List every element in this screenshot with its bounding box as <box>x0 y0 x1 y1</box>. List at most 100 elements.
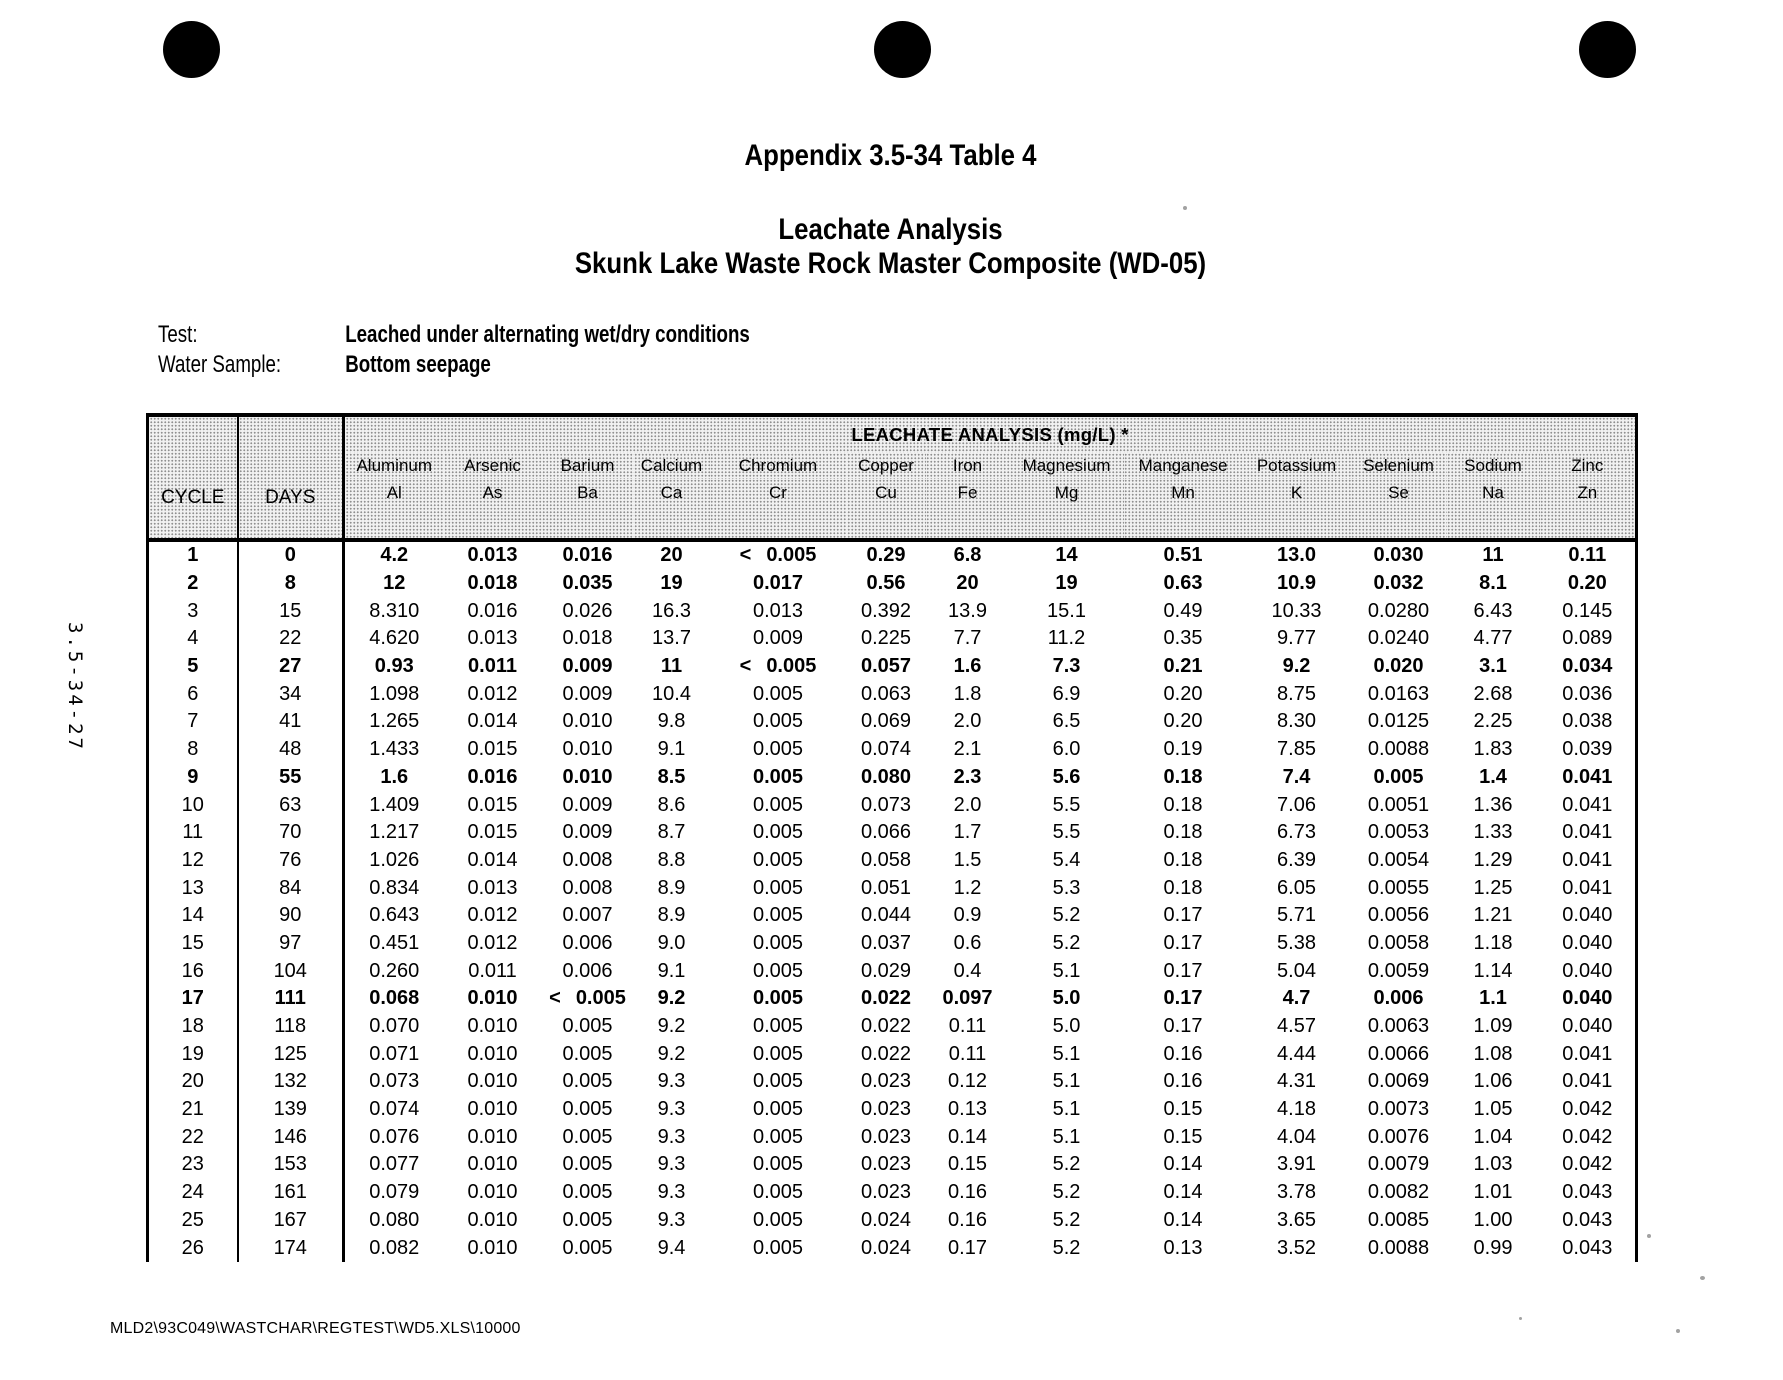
cell-mn: 0.17 <box>1163 1015 1203 1038</box>
cell-zn: 0.034 <box>1562 655 1613 678</box>
cell-zn: 0.043 <box>1562 1208 1613 1231</box>
cell-se: 0.0163 <box>1367 682 1430 705</box>
cell-zn: 0.145 <box>1562 599 1613 622</box>
cell-na: 1.33 <box>1473 821 1513 844</box>
cell-cr: 0.005 <box>752 1125 804 1148</box>
column-header-mg: Magnesium <box>1009 453 1124 479</box>
cell-cr: 0.005 <box>752 959 804 982</box>
cell-cu: 0.080 <box>860 765 912 788</box>
column-header-days: DAYS <box>237 415 345 540</box>
cell-k: 4.7 <box>1282 987 1311 1010</box>
cell-se: 0.005 <box>1373 765 1424 788</box>
table-row: 4 22 4.620 0.013 0.018 13.7 0.009 0.225 7.7 11.2 0… <box>147 625 1637 653</box>
cell-na: 11 <box>1482 544 1504 567</box>
cell-mn: 0.49 <box>1163 599 1203 622</box>
cell-cr: 0.005 <box>752 904 804 927</box>
table-header: CYCLE DAYS LEACHATE ANALYSIS (mg/L) * Al… <box>147 415 1637 540</box>
cell-cu: 0.058 <box>860 848 912 871</box>
cell-fe: 2.0 <box>953 710 982 733</box>
cell-fe: 7.7 <box>953 627 982 650</box>
cell-cr: 0.005 <box>752 1042 804 1065</box>
cell-k: 4.57 <box>1277 1015 1316 1038</box>
cell-cu: 0.029 <box>860 959 912 982</box>
test-label: Test: <box>158 321 198 348</box>
table-row: 2 8 12 0.018 0.035 19 0.017 0.56 20 19 0.63 10.9 0.0… <box>147 569 1637 598</box>
cell-mn: 0.19 <box>1163 738 1203 761</box>
cell-mn: 0.14 <box>1163 1208 1203 1231</box>
cell-k: 5.04 <box>1277 959 1316 982</box>
cell-na: 4.77 <box>1473 627 1513 650</box>
table-row: 15 97 0.451 0.012 0.006 9.0 0.005 0.037 0.6 5.2 0.… <box>147 929 1637 958</box>
cell-mg: 11.2 <box>1047 627 1086 650</box>
table-row: 13 84 0.834 0.013 0.008 8.9 0.005 0.051 1.2 5.3 0.… <box>147 874 1637 902</box>
cell-na: 2.25 <box>1473 710 1513 733</box>
cell-fe: 0.6 <box>953 931 982 954</box>
cell-mg: 5.1 <box>1052 1098 1081 1121</box>
column-header-k: Potassium <box>1242 453 1351 479</box>
cell-mg: 5.0 <box>1052 1015 1081 1038</box>
table-row: 18 118 0.070 0.010 0.005 9.2 0.005 0.022 0.11 5.0… <box>147 1012 1637 1041</box>
cell-ba: 0.009 <box>562 655 613 678</box>
cell-k: 13.0 <box>1277 544 1316 567</box>
cell-k: 3.91 <box>1277 1153 1316 1176</box>
column-symbol-mg: Mg <box>1009 479 1124 540</box>
cell-k: 6.39 <box>1277 848 1316 871</box>
cell-cu: 0.066 <box>860 821 912 844</box>
cell-ca: 8.8 <box>657 848 686 871</box>
cell-mn: 0.20 <box>1163 710 1203 733</box>
cell-mn: 0.13 <box>1163 1236 1203 1259</box>
cell-ca: 9.2 <box>657 1015 686 1038</box>
cell-al: 12 <box>383 572 406 595</box>
cell-cu: 0.024 <box>860 1208 912 1231</box>
cell-se: 0.0063 <box>1367 1015 1430 1038</box>
less-than-sign: < <box>549 987 561 1010</box>
cell-cr: 0.009 <box>752 627 804 650</box>
table-row: 9 55 1.6 0.016 0.010 8.5 0.005 0.080 2.3 5.6 0.18 7… <box>147 763 1637 792</box>
cell-zn: 0.042 <box>1562 1125 1613 1148</box>
cell-cycle: 26 <box>147 1234 239 1262</box>
cell-zn: 0.041 <box>1562 876 1613 899</box>
cell-ca: 9.3 <box>657 1098 686 1121</box>
cell-fe: 1.7 <box>953 821 982 844</box>
column-header-cu: Copper <box>846 453 926 479</box>
cell-al: 0.93 <box>374 655 414 678</box>
cell-cu: 0.074 <box>860 738 912 761</box>
table-row: 24 161 0.079 0.010 0.005 9.3 0.005 0.023 0.16 5.2… <box>147 1178 1637 1207</box>
cell-al: 1.265 <box>369 710 420 733</box>
cell-fe: 0.17 <box>948 1236 987 1259</box>
cell-as: 0.015 <box>467 738 518 761</box>
table-row: 20 132 0.073 0.010 0.005 9.3 0.005 0.023 0.12 5.1… <box>147 1068 1637 1096</box>
cell-se: 0.020 <box>1373 655 1424 678</box>
cell-na: 8.1 <box>1479 572 1507 595</box>
cell-zn: 0.041 <box>1562 821 1613 844</box>
cell-al: 8.310 <box>369 599 420 622</box>
cell-k: 5.38 <box>1277 931 1316 954</box>
cell-days: 63 <box>237 791 345 819</box>
cell-na: 1.01 <box>1473 1181 1513 1204</box>
cell-as: 0.013 <box>467 544 518 567</box>
cell-ba: 0.010 <box>562 710 613 733</box>
page-title: Appendix 3.5-34 Table 4 <box>744 139 1037 172</box>
table-row: 11 70 1.217 0.015 0.009 8.7 0.005 0.066 1.7 5.5 0.… <box>147 818 1637 847</box>
cell-na: 1.18 <box>1473 931 1513 954</box>
cell-na: 1.36 <box>1473 793 1513 816</box>
cell-cu: 0.037 <box>860 931 912 954</box>
cell-ca: 10.4 <box>652 682 691 705</box>
cell-zn: 0.036 <box>1562 682 1613 705</box>
cell-al: 0.834 <box>369 876 420 899</box>
cell-fe: 0.13 <box>948 1098 987 1121</box>
cell-fe: 6.8 <box>953 544 982 567</box>
cell-zn: 0.040 <box>1562 959 1613 982</box>
table-row: 16 104 0.260 0.011 0.006 9.1 0.005 0.029 0.4 5.1 0… <box>147 957 1637 985</box>
cell-ca: 16.3 <box>652 599 691 622</box>
cell-mn: 0.14 <box>1163 1153 1203 1176</box>
cell-ba: 0.018 <box>562 627 613 650</box>
cell-days: 174 <box>237 1234 345 1262</box>
column-header-mn: Manganese <box>1123 453 1243 479</box>
cell-cr: 0.005 <box>752 1015 804 1038</box>
cell-days: 146 <box>237 1123 345 1152</box>
scan-speck <box>1519 1317 1522 1320</box>
cell-se: 0.0066 <box>1367 1042 1430 1065</box>
cell-ca: 9.8 <box>657 710 686 733</box>
cell-se: 0.030 <box>1373 544 1424 567</box>
